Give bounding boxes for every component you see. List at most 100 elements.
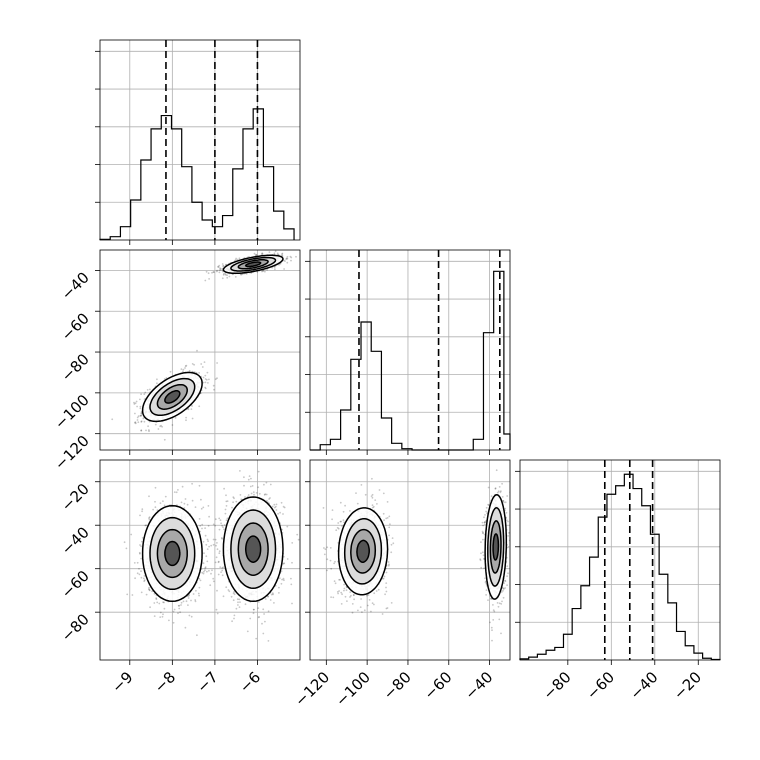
- scatter-point: [131, 594, 134, 596]
- scatter-point: [204, 567, 207, 569]
- scatter-point: [216, 269, 219, 272]
- scatter-point: [282, 577, 285, 580]
- scatter-point: [220, 522, 223, 525]
- scatter-point: [371, 493, 374, 496]
- scatter-point: [172, 621, 175, 624]
- scatter-point: [136, 572, 139, 575]
- scatter-point: [143, 580, 146, 583]
- scatter-point: [195, 589, 197, 592]
- scatter-point: [338, 590, 340, 592]
- scatter-point: [185, 419, 187, 422]
- scatter-point: [275, 509, 278, 511]
- scatter-point: [181, 485, 184, 488]
- scatter-point: [343, 583, 345, 586]
- scatter-point: [193, 363, 196, 366]
- scatter-point: [212, 271, 215, 273]
- scatter-point: [258, 492, 261, 495]
- scatter-point: [183, 507, 186, 509]
- scatter-point: [148, 586, 150, 589]
- scatter-point: [266, 269, 268, 271]
- scatter-point: [234, 276, 237, 278]
- scatter-point: [360, 484, 363, 486]
- scatter-point: [205, 555, 208, 558]
- scatter-point: [264, 598, 267, 600]
- x-tick-label: −100: [332, 668, 374, 710]
- scatter-point: [333, 580, 336, 583]
- scatter-point: [202, 506, 205, 509]
- scatter-point: [268, 251, 271, 254]
- scatter-point: [219, 267, 221, 269]
- contour-line: [141, 504, 203, 603]
- scatter-point: [286, 255, 289, 258]
- scatter-point: [204, 386, 207, 389]
- scatter-point: [223, 524, 226, 526]
- scatter-point: [191, 405, 194, 407]
- scatter-point: [133, 401, 135, 404]
- scatter-point: [267, 610, 270, 613]
- scatter-point: [291, 602, 293, 605]
- scatter-point: [201, 571, 204, 574]
- scatter-point: [349, 591, 352, 593]
- scatter-point: [329, 559, 332, 562]
- scatter-point: [149, 388, 151, 391]
- scatter-point: [216, 270, 218, 273]
- scatter-point: [213, 271, 215, 273]
- scatter-point: [255, 254, 258, 256]
- scatter-point: [140, 414, 143, 417]
- scatter-point: [156, 382, 158, 385]
- scatter-point: [237, 604, 239, 606]
- scatter-point: [340, 520, 342, 523]
- scatter-point: [214, 378, 217, 381]
- scatter-point: [208, 378, 210, 381]
- scatter-point: [290, 259, 292, 262]
- scatter-point: [208, 569, 210, 572]
- scatter-point: [286, 525, 289, 528]
- scatter-point: [339, 520, 342, 523]
- scatter-point: [290, 583, 293, 586]
- scatter-point: [280, 570, 283, 573]
- scatter-point: [207, 524, 210, 527]
- scatter-point: [208, 545, 211, 548]
- scatter-point: [204, 381, 207, 384]
- scatter-point: [219, 268, 222, 270]
- scatter-point: [211, 569, 213, 572]
- scatter-point: [250, 477, 252, 480]
- contour-line: [244, 535, 262, 563]
- scatter-point: [207, 540, 210, 542]
- scatter-point: [281, 578, 283, 581]
- scatter-point: [350, 594, 352, 597]
- scatter-point: [391, 537, 394, 539]
- x-tick-label: −120: [291, 668, 333, 710]
- scatter-point: [215, 556, 218, 559]
- scatter-point: [266, 499, 268, 502]
- scatter-point: [236, 598, 239, 601]
- scatter-point: [140, 415, 142, 417]
- scatter-point: [223, 487, 226, 490]
- scatter-point: [367, 594, 370, 596]
- panel-hist-p2: [305, 249, 511, 455]
- scatter-point: [271, 505, 274, 508]
- scatter-point: [260, 253, 263, 256]
- scatter-point: [222, 526, 224, 529]
- scatter-point: [388, 526, 391, 529]
- scatter-point: [198, 586, 201, 589]
- scatter-point: [346, 600, 348, 602]
- density-contours: [141, 496, 284, 603]
- scatter-point: [218, 264, 221, 267]
- scatter-point: [383, 519, 385, 521]
- scatter-point: [144, 524, 147, 527]
- scatter-point: [388, 534, 390, 537]
- scatter-point: [240, 273, 243, 276]
- scatter-point: [255, 253, 257, 256]
- scatter-point: [140, 421, 143, 423]
- scatter-point: [157, 428, 160, 430]
- scatter-point: [377, 588, 380, 591]
- scatter-point: [253, 493, 255, 496]
- scatter-point: [270, 593, 273, 596]
- scatter-point: [225, 505, 228, 507]
- scatter-point: [263, 483, 265, 486]
- scatter-point: [221, 569, 224, 572]
- scatter-point: [344, 504, 346, 507]
- scatter-point: [223, 528, 225, 531]
- scatter-point: [274, 250, 277, 253]
